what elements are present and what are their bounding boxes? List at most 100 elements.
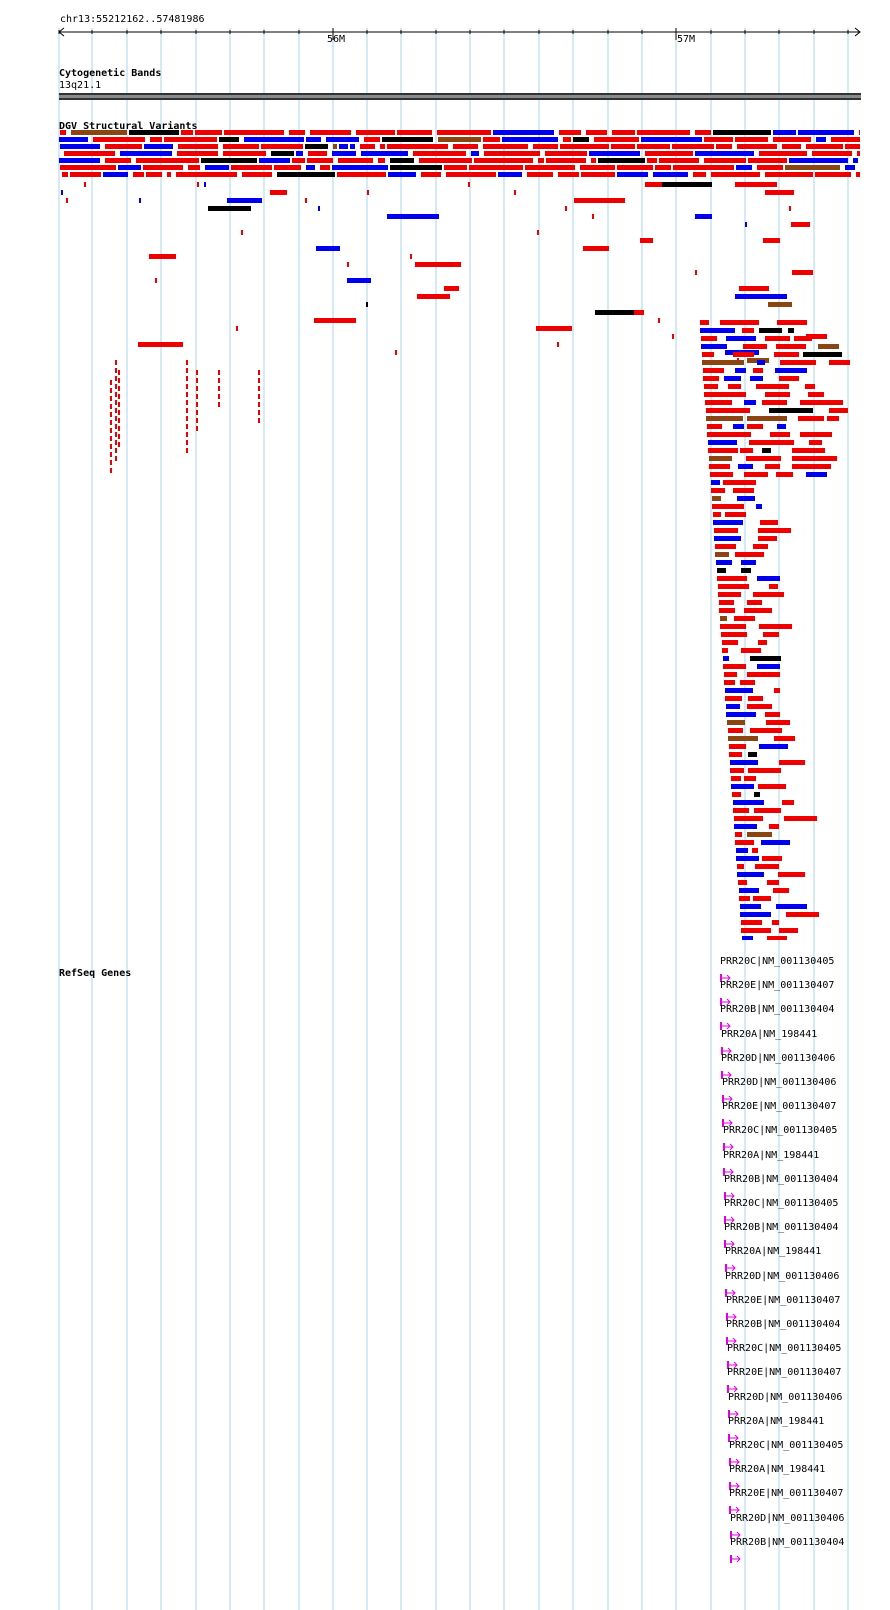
- gene-row[interactable]: PRR20B|NM_001130404: [730, 1537, 844, 1563]
- variant-feature: [774, 688, 780, 693]
- variant-feature: [778, 872, 805, 877]
- variant-feature: [711, 488, 725, 493]
- variant-feature: [782, 800, 794, 805]
- gene-row[interactable]: PRR20A|NM_198441: [723, 1150, 819, 1176]
- variant-feature: [244, 137, 304, 142]
- variant-feature: [59, 137, 88, 142]
- variant-feature: [527, 172, 553, 177]
- variant-feature: [744, 472, 768, 477]
- variant-feature: [103, 172, 128, 177]
- gene-row[interactable]: PRR20D|NM_001130406: [722, 1077, 836, 1103]
- variant-feature: [66, 198, 68, 203]
- variant-feature: [581, 172, 615, 177]
- variant-feature: [196, 394, 198, 399]
- variant-feature: [673, 165, 734, 170]
- variant-feature: [218, 378, 220, 383]
- gene-label: PRR20E|NM_001130407: [720, 980, 835, 992]
- variant-feature: [765, 190, 794, 195]
- variant-feature: [767, 936, 787, 940]
- gene-row[interactable]: PRR20A|NM_198441: [721, 1029, 817, 1055]
- variant-feature: [382, 137, 433, 142]
- variant-feature: [186, 424, 188, 429]
- gene-row[interactable]: PRR20E|NM_001130407: [729, 1488, 843, 1515]
- variant-feature: [59, 158, 100, 163]
- variant-feature: [337, 172, 386, 177]
- gene-row[interactable]: PRR20C|NM_001130405: [720, 956, 834, 982]
- variant-feature: [739, 888, 759, 893]
- gene-row[interactable]: PRR20B|NM_001130404: [726, 1319, 840, 1345]
- variant-feature: [724, 672, 737, 677]
- variant-feature: [768, 302, 792, 307]
- variant-feature: [706, 408, 750, 413]
- gene-row[interactable]: PRR20E|NM_001130407: [726, 1295, 840, 1321]
- gene-row[interactable]: PRR20A|NM_198441: [725, 1246, 822, 1273]
- gene-row[interactable]: PRR20B|NM_001130404: [720, 1004, 834, 1031]
- variant-feature: [360, 144, 375, 149]
- gene-row[interactable]: PRR20B|NM_001130404: [724, 1222, 838, 1249]
- refseq-track-title[interactable]: RefSeq Genes: [59, 968, 132, 979]
- dgv-track-title[interactable]: DGV Structural Variants: [59, 121, 198, 132]
- variant-feature: [753, 368, 763, 373]
- variant-feature: [438, 137, 481, 142]
- variant-feature: [713, 520, 743, 525]
- gene-label: PRR20D|NM_001130406: [725, 1270, 840, 1282]
- variant-feature: [767, 880, 779, 885]
- gene-row[interactable]: PRR20D|NM_001130406: [730, 1513, 844, 1539]
- cytoband-track-title[interactable]: Cytogenetic Bands: [59, 68, 162, 79]
- gene-row[interactable]: PRR20C|NM_001130405: [727, 1343, 841, 1370]
- variant-feature: [388, 172, 416, 177]
- variant-feature: [753, 592, 784, 597]
- variant-feature: [703, 376, 719, 381]
- variant-feature: [812, 151, 852, 156]
- gene-row[interactable]: PRR20D|NM_001130406: [725, 1270, 840, 1297]
- cytoband-bar[interactable]: [59, 93, 861, 100]
- variant-feature: [61, 190, 63, 195]
- variant-feature: [110, 404, 112, 409]
- gene-label: PRR20A|NM_198441: [725, 1246, 822, 1258]
- variant-feature: [110, 420, 112, 425]
- variant-feature: [722, 640, 738, 645]
- gene-row[interactable]: PRR20D|NM_001130406: [721, 1053, 835, 1079]
- variant-feature: [775, 368, 807, 373]
- variant-feature: [740, 448, 753, 453]
- variant-feature: [713, 512, 721, 517]
- variant-feature: [763, 238, 780, 243]
- gene-row[interactable]: PRR20C|NM_001130405: [723, 1125, 838, 1152]
- variant-feature: [444, 165, 467, 170]
- variant-feature: [774, 352, 799, 357]
- variant-feature: [722, 648, 728, 653]
- variant-feature: [110, 468, 112, 473]
- variant-feature: [859, 130, 860, 135]
- gene-row[interactable]: PRR20C|NM_001130405: [724, 1198, 838, 1224]
- variant-feature: [747, 600, 762, 605]
- gene-arrow-icon: [725, 1264, 736, 1273]
- gene-row[interactable]: PRR20C|NM_001130405: [729, 1440, 843, 1466]
- variant-feature: [785, 165, 840, 170]
- gene-row[interactable]: PRR20A|NM_198441: [729, 1464, 825, 1491]
- variant-feature: [704, 392, 746, 397]
- dgv-features[interactable]: [0, 130, 890, 940]
- variant-feature: [118, 378, 120, 383]
- variant-feature: [138, 342, 183, 347]
- gene-label: PRR20C|NM_001130405: [723, 1125, 838, 1137]
- variant-feature: [350, 144, 355, 149]
- gene-row[interactable]: PRR20E|NM_001130407: [722, 1101, 836, 1128]
- variant-feature: [695, 270, 697, 275]
- variant-feature: [743, 344, 767, 349]
- variant-feature: [779, 928, 798, 933]
- variant-feature: [305, 198, 307, 203]
- variant-feature: [474, 158, 533, 163]
- gene-label: PRR20B|NM_001130404: [724, 1173, 839, 1185]
- variant-feature: [205, 165, 229, 170]
- gene-row[interactable]: PRR20D|NM_001130406: [728, 1392, 842, 1418]
- variant-feature: [662, 182, 712, 187]
- gene-row[interactable]: PRR20A|NM_198441: [728, 1416, 824, 1442]
- variant-feature: [762, 448, 771, 453]
- gene-row[interactable]: PRR20E|NM_001130407: [727, 1367, 841, 1394]
- gene-row[interactable]: PRR20B|NM_001130404: [724, 1173, 839, 1200]
- variant-feature: [410, 254, 412, 259]
- variant-feature: [144, 144, 173, 149]
- gene-row[interactable]: PRR20E|NM_001130407: [720, 980, 835, 1007]
- variant-feature: [186, 448, 188, 453]
- variant-feature: [792, 270, 813, 275]
